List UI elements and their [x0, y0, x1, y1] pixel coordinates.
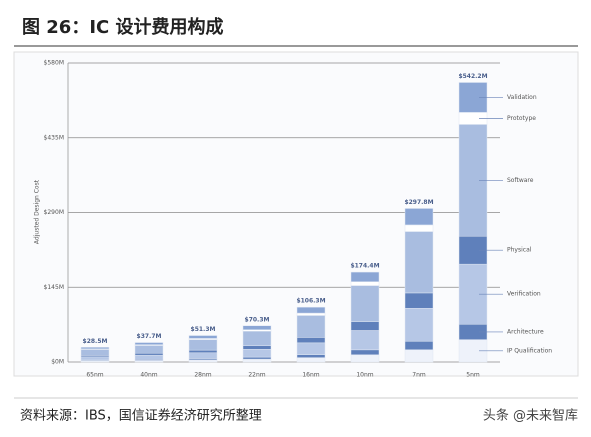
- bar-segment: [296, 312, 326, 316]
- total-label: $174.4M: [350, 263, 379, 270]
- total-label: $37.7M: [137, 333, 162, 340]
- bar-segment: [350, 281, 380, 286]
- bar-segment: [404, 224, 434, 232]
- bar-segment: [188, 352, 218, 359]
- total-label: $70.3M: [245, 316, 270, 323]
- bar-segment: [296, 306, 326, 314]
- x-tick-label: 28nm: [194, 372, 211, 379]
- watermark: 头条 @未来智库: [483, 408, 578, 424]
- bar-segment: [134, 342, 164, 345]
- x-tick-label: 22nm: [248, 372, 265, 379]
- x-tick-label: 7nm: [412, 372, 426, 379]
- bar-segment: [242, 330, 272, 346]
- legend-label: Validation: [507, 94, 537, 101]
- bar-segment: [350, 285, 380, 322]
- bar-segment: [242, 358, 272, 363]
- total-label: $297.8M: [404, 199, 433, 206]
- legend-label: Physical: [507, 247, 532, 254]
- figure-title: 图 26：IC 设计费用构成: [22, 16, 224, 38]
- bar-segment: [404, 231, 434, 294]
- bar-segment: [350, 271, 380, 282]
- bar-segment: [188, 335, 218, 339]
- x-tick-label: 16nm: [302, 372, 319, 379]
- legend-label: Prototype: [507, 115, 536, 122]
- source: 资料来源：IBS，国信证券经济研究所整理: [20, 408, 262, 424]
- bar-segment: [350, 354, 380, 363]
- total-label: $106.3M: [296, 298, 325, 305]
- bar-segment: [242, 345, 272, 350]
- y-tick-label: $435M: [44, 134, 64, 141]
- bar-segment: [80, 347, 110, 350]
- bar-segment: [296, 354, 326, 358]
- chart-frame: [13, 51, 579, 377]
- legend-label: Architecture: [507, 328, 544, 335]
- x-tick-label: 65nm: [86, 372, 103, 379]
- bar-segment: [80, 349, 110, 356]
- bar-segment: [242, 349, 272, 358]
- bar-segment: [296, 315, 326, 338]
- bar-segment: [188, 349, 218, 354]
- bar-segment: [350, 349, 380, 356]
- y-axis-label: Adjusted Design Cost: [34, 179, 41, 244]
- legend-label: IP Qualification: [507, 347, 552, 354]
- bar-segment: [404, 208, 434, 226]
- x-tick-label: 40nm: [140, 372, 157, 379]
- bar-segment: [404, 349, 434, 363]
- y-tick-label: $290M: [44, 209, 64, 216]
- y-tick-label: $0M: [51, 359, 64, 366]
- bar-segment: [296, 337, 326, 344]
- bar-segment: [134, 352, 164, 356]
- y-tick-label: $580M: [44, 60, 64, 67]
- bar-segment: [134, 354, 164, 360]
- bar-segment: [404, 341, 434, 350]
- bar-segment: [404, 292, 434, 309]
- legend-label: Verification: [507, 291, 541, 298]
- total-label: $542.2M: [458, 73, 487, 80]
- bar-segment: [80, 356, 110, 361]
- bar-segment: [404, 308, 434, 342]
- total-label: $51.3M: [191, 326, 216, 333]
- bar-segment: [296, 357, 326, 363]
- x-tick-label: 5nm: [466, 372, 480, 379]
- bar-segment: [134, 345, 164, 354]
- bar-segment: [242, 356, 272, 360]
- bar-segment: [242, 325, 272, 330]
- legend-label: Software: [507, 177, 534, 184]
- bar-segment: [188, 339, 218, 351]
- bar-segment: [350, 321, 380, 331]
- y-tick-label: $145M: [44, 284, 64, 291]
- total-label: $28.5M: [83, 338, 108, 345]
- bar-segment: [350, 330, 380, 351]
- x-tick-label: 10nm: [356, 372, 373, 379]
- bar-segment: [296, 342, 326, 355]
- bar-segment: [188, 359, 218, 363]
